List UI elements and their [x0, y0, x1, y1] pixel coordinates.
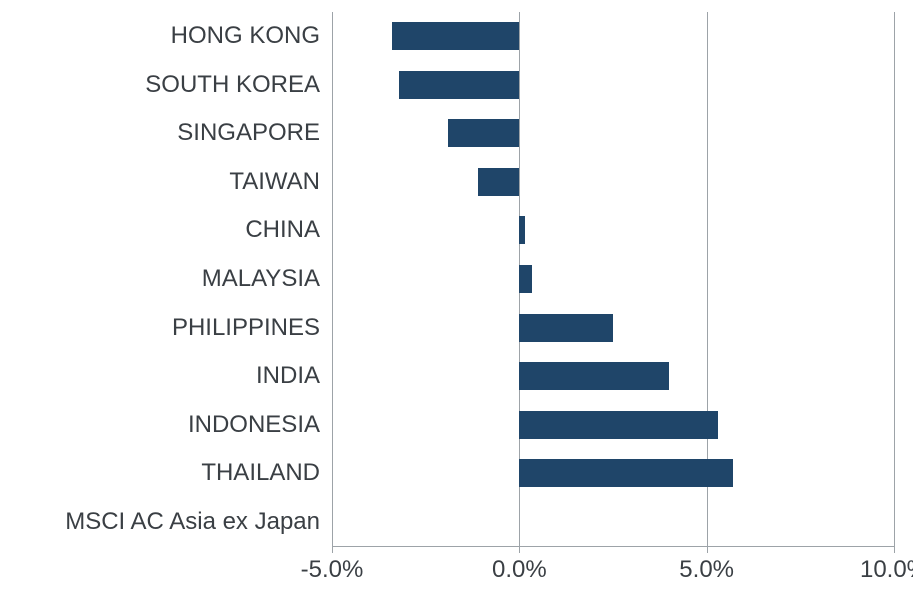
x-axis-label: 10.0% [860, 546, 913, 584]
x-gridline [894, 12, 895, 546]
bar [448, 119, 519, 147]
category-label: SOUTH KOREA [145, 71, 332, 99]
bar [478, 168, 519, 196]
x-axis-label: 0.0% [492, 546, 547, 584]
category-label: INDONESIA [188, 411, 332, 439]
category-label: MALAYSIA [202, 265, 332, 293]
x-axis-label: 5.0% [679, 546, 734, 584]
x-axis-line [332, 546, 894, 547]
category-label: SINGAPORE [177, 119, 332, 147]
category-label: PHILIPPINES [172, 314, 332, 342]
plot-area: -5.0%0.0%5.0%10.0%HONG KONGSOUTH KOREASI… [332, 12, 894, 546]
bar [519, 216, 525, 244]
category-label: INDIA [256, 362, 332, 390]
bar [519, 265, 532, 293]
x-gridline [332, 12, 333, 546]
category-label: THAILAND [201, 459, 332, 487]
x-axis-label: -5.0% [301, 546, 364, 584]
bar [519, 411, 718, 439]
category-label: TAIWAN [229, 168, 332, 196]
returns-bar-chart: -5.0% 0.0% 5.0% 10.0% HONG KONG SOUTH KOREA SI… [0, 0, 913, 605]
category-label: MSCI AC Asia ex Japan [65, 508, 332, 536]
bar [392, 22, 519, 50]
bar [519, 314, 613, 342]
bar [519, 362, 669, 390]
bar [399, 71, 519, 99]
category-label: HONG KONG [171, 22, 332, 50]
bar [519, 459, 733, 487]
category-label: CHINA [245, 216, 332, 244]
